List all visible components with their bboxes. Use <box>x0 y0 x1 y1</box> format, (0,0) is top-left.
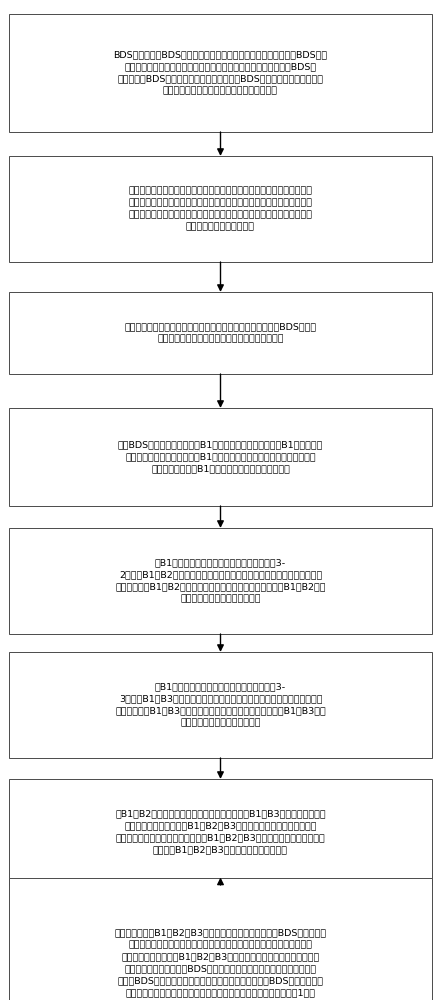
Text: BDS各颗卫星向BDS参考站接收机播发三频载波相位观测数据，对BDS参考
站接收机接收的三频载波相位观测数据进行双差组合处理，以消除BDS卫
星的钟差和BDS参: BDS各颗卫星向BDS参考站接收机播发三频载波相位观测数据，对BDS参考 站接收… <box>113 50 328 96</box>
Text: 根据获得的最终B1、B2、B3双差载波相位整周模糊度计算BDS参考站上的
三频双差电离层延迟误差残差，若三频双差电离层延迟误差残差满足相互
之间的关系，则以最终: 根据获得的最终B1、B2、B3双差载波相位整周模糊度计算BDS参考站上的 三频双… <box>114 928 327 1000</box>
Text: 将B1、B2双差载波相位整周模糊度备选值组合和B1、B3双差载波相位整周
模糊度备选值组合代入至B1、B2、B3三频载波相位模糊度间的整数线
性关系中，获得满足: 将B1、B2双差载波相位整周模糊度备选值组合和B1、B3双差载波相位整周 模糊度… <box>115 809 326 855</box>
FancyBboxPatch shape <box>9 878 432 1000</box>
FancyBboxPatch shape <box>9 779 432 885</box>
Text: 将B1双差载波相位整周模糊度备选值代入步骤3-
3得到的B1、B3双频载波相位整周模糊度间的整数线性关系中，获得满足整
数线性关系的B1、B3双差载波相位整周模: 将B1双差载波相位整周模糊度备选值代入步骤3- 3得到的B1、B3双频载波相位整… <box>115 682 326 728</box>
Text: 将经双差组合处理后的三频载波相位观测数据乘以一个实数，获得三个频
率载波相位观测值包含实数系数的双差载波相位观测方程，再将三个频率
的双差载波相位观测方程进行相: 将经双差组合处理后的三频载波相位观测数据乘以一个实数，获得三个频 率载波相位观测… <box>128 186 313 232</box>
Text: 根据BDS参考站接收机接收的B1频载波相位观测数据，获得B1双差载波相
位整周模糊度的初值，并设置B1双差载波相位整周模糊度的取值范围和采
样间隔，进而获得B1: 根据BDS参考站接收机接收的B1频载波相位观测数据，获得B1双差载波相 位整周模… <box>118 440 323 474</box>
FancyBboxPatch shape <box>9 408 432 506</box>
FancyBboxPatch shape <box>9 14 432 132</box>
FancyBboxPatch shape <box>9 652 432 758</box>
FancyBboxPatch shape <box>9 528 432 634</box>
FancyBboxPatch shape <box>9 292 432 374</box>
Text: 将B1双差载波相位整周模糊度备选值代入步骤3-
2得到的B1、B2双频载波相位整周模糊度间的整数线性关系中，获得满足整
数线性关系的B1、B2双差载波相位整周模: 将B1双差载波相位整周模糊度备选值代入步骤3- 2得到的B1、B2双频载波相位整… <box>115 558 326 604</box>
Text: 根据整合之后的三个频率的整合双差载波相位观测方程，构建BDS参考站
三频载波相位整周模糊度之间的相互整数线性关系: 根据整合之后的三个频率的整合双差载波相位观测方程，构建BDS参考站 三频载波相位… <box>124 322 317 344</box>
FancyBboxPatch shape <box>9 156 432 262</box>
